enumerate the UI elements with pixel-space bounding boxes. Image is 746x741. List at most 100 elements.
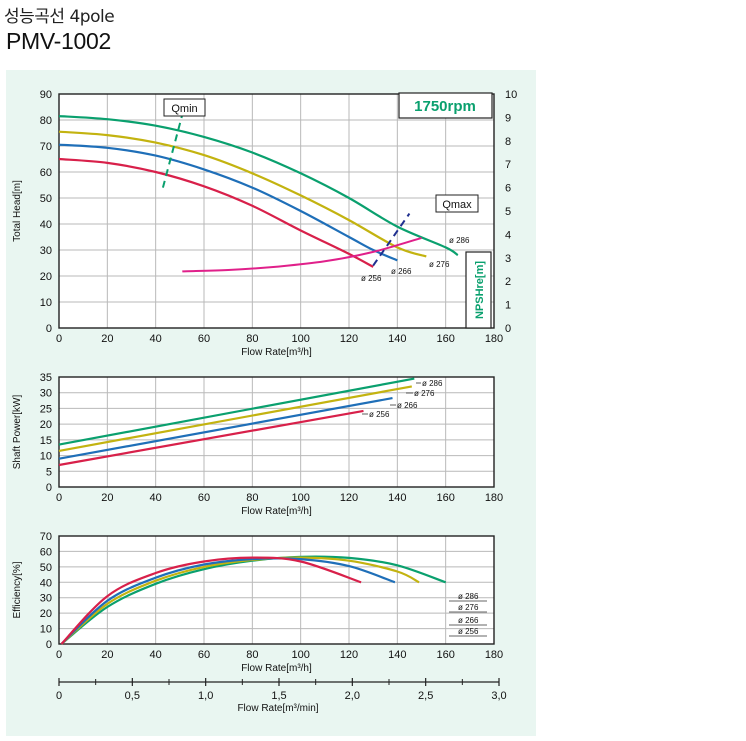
power-x-tick-label: 0: [56, 492, 62, 504]
head-series-d266: [58, 143, 398, 262]
speed-label-box: [398, 92, 493, 119]
power-series-d256: [58, 409, 364, 467]
npsh-axis-label: NPSHre[m]: [474, 261, 486, 319]
eff-y-tick-label: 30: [40, 593, 52, 605]
eff-x-tick-label: 160: [436, 649, 454, 661]
eff-x-tick-label: 60: [198, 649, 210, 661]
eff-y-tick-label: 10: [40, 624, 52, 636]
head-plot-area: [59, 94, 494, 328]
head-label-d286: ø 286: [449, 236, 470, 245]
power-series-d276: [58, 385, 412, 452]
head-y2-tick-label: 5: [505, 206, 511, 218]
power-y-tick-label: 0: [46, 482, 52, 494]
power-series-d286: [58, 377, 415, 446]
power-x-tick-label: 120: [340, 492, 358, 504]
eff-x-tick-label: 100: [291, 649, 309, 661]
eff-x-tick-label: 0: [56, 649, 62, 661]
eff-y-tick-label: 50: [40, 562, 52, 574]
head-y-tick-label: 30: [40, 245, 52, 257]
power-x-tick-label: 80: [246, 492, 258, 504]
head-x-tick-label: 0: [56, 333, 62, 345]
power-x-tick-label: 160: [436, 492, 454, 504]
qmax-label-box: [435, 194, 479, 213]
eff-x-tick-label: 80: [246, 649, 258, 661]
qmin-label: Qmin: [171, 103, 197, 115]
head-x-tick-label: 100: [291, 333, 309, 345]
eff-y-tick-label: 70: [40, 531, 52, 543]
qmin-label-box: [163, 98, 206, 117]
power-y-tick-label: 5: [46, 466, 52, 478]
eff-y-tick-label: 0: [46, 639, 52, 651]
head-series-d256: [58, 157, 374, 268]
head-y2-tick-label: 7: [505, 159, 511, 171]
head-x-tick-label: 60: [198, 333, 210, 345]
power-label-d256: ø 256: [369, 410, 390, 419]
eff-frame: [58, 535, 495, 645]
power-x-tick-label: 40: [150, 492, 162, 504]
power-y-tick-label: 25: [40, 403, 52, 415]
head-x-tick-label: 160: [436, 333, 454, 345]
power-y-tick-label: 10: [40, 451, 52, 463]
x2-tick-label: 1,0: [198, 690, 213, 702]
head-label-d266: ø 266: [391, 267, 412, 276]
head-y-tick-label: 90: [40, 89, 52, 101]
head-x-tick-label: 120: [340, 333, 358, 345]
head-y-axis-label: Total Head[m]: [12, 180, 23, 242]
x2-tick-label: 2,0: [345, 690, 360, 702]
head-y-tick-label: 70: [40, 141, 52, 153]
head-y-tick-label: 10: [40, 297, 52, 309]
eff-x-axis-label: Flow Rate[m³/h]: [241, 663, 312, 674]
head-series-d276: [58, 130, 427, 258]
eff-legend-label: ø 286: [458, 592, 479, 601]
power-y-tick-label: 20: [40, 419, 52, 431]
head-label-d276: ø 276: [429, 260, 450, 269]
power-x-tick-label: 100: [291, 492, 309, 504]
eff-x-tick-label: 40: [150, 649, 162, 661]
head-frame: [58, 93, 495, 329]
page-title-korean: 성능곡선 4pole: [4, 7, 115, 27]
head-x-tick-label: 140: [388, 333, 406, 345]
power-label-d276: ø 276: [414, 389, 435, 398]
head-y2-tick-label: 9: [505, 112, 511, 124]
x2-tick-label: 0: [56, 690, 62, 702]
speed-label: 1750rpm: [414, 98, 476, 115]
power-frame: [58, 376, 495, 488]
eff-y-tick-label: 40: [40, 577, 52, 589]
head-series-d286: [58, 115, 459, 257]
head-y-tick-label: 80: [40, 115, 52, 127]
eff-x-tick-label: 180: [485, 649, 503, 661]
eff-x-tick-label: 20: [101, 649, 113, 661]
x2-tick-label: 2,5: [418, 690, 433, 702]
head-x-tick-label: 20: [101, 333, 113, 345]
head-y2-tick-label: 6: [505, 183, 511, 195]
head-x-tick-label: 80: [246, 333, 258, 345]
head-y2-tick-label: 4: [505, 229, 511, 241]
qmax-line: [372, 213, 411, 267]
npsh-curve: [182, 236, 422, 273]
head-label-d256: ø 256: [361, 274, 382, 283]
power-x-tick-label: 140: [388, 492, 406, 504]
x2-axis-label: Flow Rate[m³/min]: [237, 703, 318, 714]
eff-series-d256: [60, 556, 362, 645]
head-y-tick-label: 0: [46, 323, 52, 335]
power-y-tick-label: 30: [40, 388, 52, 400]
model-name: PMV-1002: [6, 28, 111, 54]
eff-y-tick-label: 20: [40, 608, 52, 620]
x2-tick-label: 1,5: [271, 690, 286, 702]
eff-legend-label: ø 266: [458, 616, 479, 625]
eff-legend-label: ø 256: [458, 627, 479, 636]
power-x-tick-label: 20: [101, 492, 113, 504]
power-label-d266: ø 266: [397, 401, 418, 410]
head-y2-tick-label: 2: [505, 276, 511, 288]
power-x-tick-label: 60: [198, 492, 210, 504]
eff-series-d266: [60, 557, 396, 645]
npsh-label-box: [465, 251, 492, 329]
x2-tick-label: 3,0: [491, 690, 506, 702]
power-x-tick-label: 180: [485, 492, 503, 504]
head-x-tick-label: 40: [150, 333, 162, 345]
head-y-tick-label: 20: [40, 271, 52, 283]
eff-x-tick-label: 140: [388, 649, 406, 661]
power-y-axis-label: Shaft Power[kW]: [12, 395, 23, 470]
head-y-tick-label: 40: [40, 219, 52, 231]
